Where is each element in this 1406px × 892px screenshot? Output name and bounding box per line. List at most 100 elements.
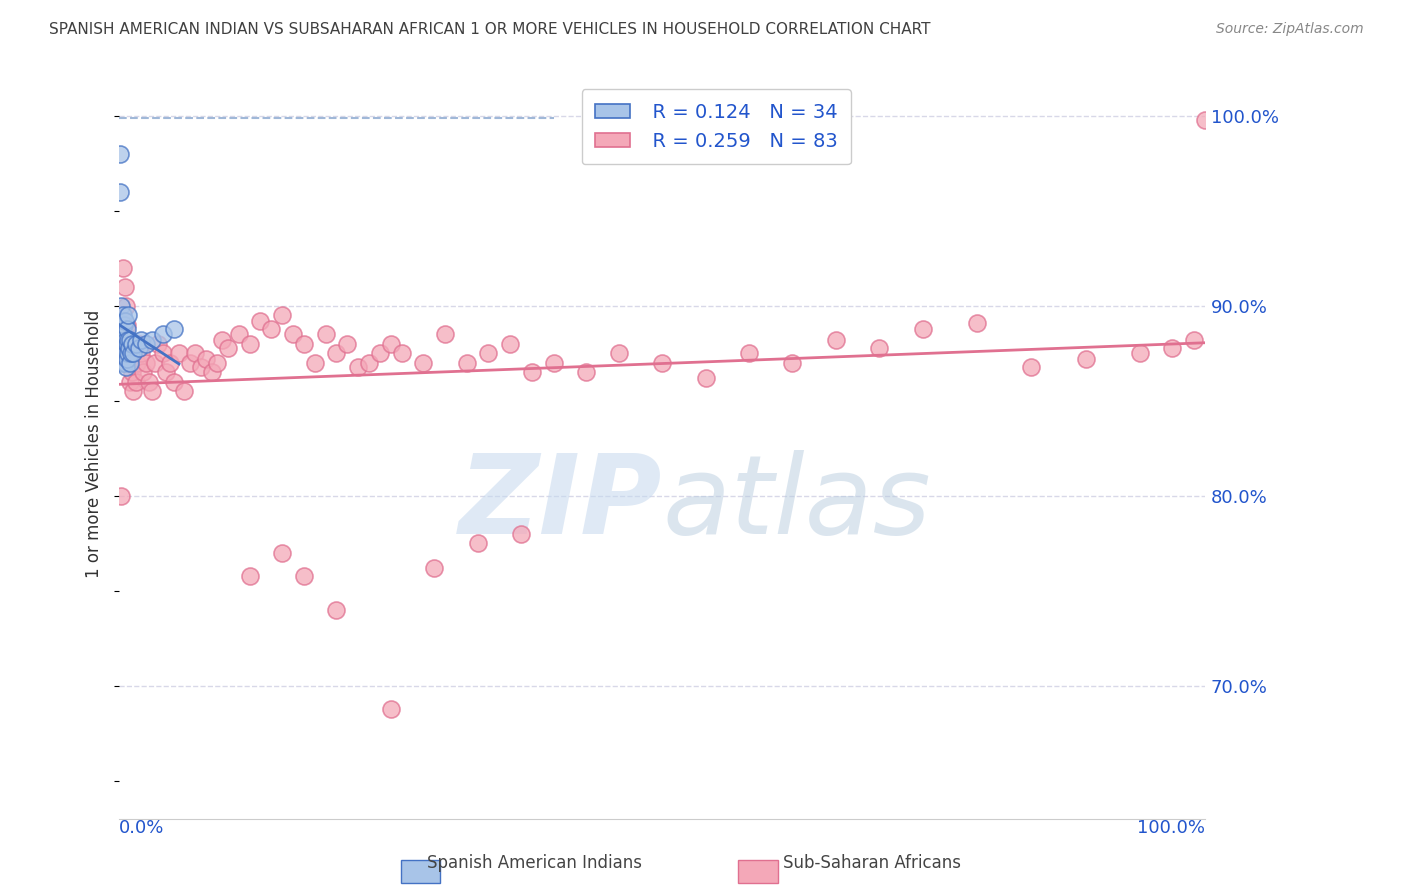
Point [120, 346, 142, 360]
Point [114, 280, 136, 294]
Point [121, 337, 143, 351]
Point [122, 384, 145, 399]
Point [110, 299, 132, 313]
Text: Source: ZipAtlas.com: Source: ZipAtlas.com [1216, 22, 1364, 37]
Point [200, 366, 222, 380]
Text: SPANISH AMERICAN INDIAN VS SUBSAHARAN AFRICAN 1 OR MORE VEHICLES IN HOUSEHOLD CO: SPANISH AMERICAN INDIAN VS SUBSAHARAN AF… [49, 22, 931, 37]
Point [1194, 112, 1216, 127]
Point [190, 359, 212, 374]
Point [114, 333, 136, 347]
Point [120, 346, 142, 360]
Point [121, 366, 143, 380]
Point [380, 701, 402, 715]
Point [117, 346, 139, 360]
Point [135, 337, 157, 351]
Point [238, 337, 260, 351]
Point [695, 371, 717, 385]
Point [112, 356, 135, 370]
Point [129, 346, 152, 360]
Point [433, 327, 456, 342]
Point [292, 337, 315, 351]
Point [118, 356, 141, 370]
Point [271, 309, 294, 323]
Point [1182, 333, 1205, 347]
Point [138, 375, 160, 389]
Point [456, 356, 478, 370]
Point [368, 346, 391, 360]
Point [167, 346, 190, 360]
Point [173, 384, 195, 399]
Point [1129, 346, 1152, 360]
Point [304, 356, 326, 370]
Point [325, 603, 347, 617]
Point [281, 327, 304, 342]
Point [179, 356, 201, 370]
Point [114, 359, 136, 374]
Point [132, 366, 155, 380]
Point [124, 375, 146, 389]
Point [412, 356, 434, 370]
Point [336, 337, 359, 351]
Text: atlas: atlas [662, 450, 931, 558]
Point [347, 359, 370, 374]
Point [477, 346, 499, 360]
Point [118, 341, 141, 355]
Point [238, 568, 260, 582]
Point [155, 366, 177, 380]
Text: 100.0%: 100.0% [1137, 819, 1205, 837]
Point [249, 314, 271, 328]
Point [115, 322, 138, 336]
Point [112, 346, 135, 360]
Point [260, 322, 283, 336]
Point [1074, 352, 1097, 367]
Point [510, 527, 533, 541]
Point [911, 322, 934, 336]
Point [148, 337, 170, 351]
Point [1161, 341, 1184, 355]
Point [380, 337, 402, 351]
Point [162, 322, 184, 336]
Text: Sub-Saharan Africans: Sub-Saharan Africans [783, 855, 960, 872]
Point [162, 375, 184, 389]
Point [128, 337, 150, 351]
Point [128, 341, 150, 355]
Point [357, 356, 380, 370]
Point [607, 346, 630, 360]
Point [184, 346, 207, 360]
Y-axis label: 1 or more Vehicles in Household: 1 or more Vehicles in Household [86, 310, 103, 578]
Point [111, 309, 134, 323]
Point [159, 356, 181, 370]
Point [143, 356, 166, 370]
Point [117, 333, 139, 347]
Point [111, 260, 134, 275]
Point [868, 341, 890, 355]
Legend:   R = 0.124   N = 34,   R = 0.259   N = 83: R = 0.124 N = 34, R = 0.259 N = 83 [582, 89, 851, 164]
Text: 0.0%: 0.0% [120, 819, 165, 837]
Point [115, 318, 138, 332]
Point [315, 327, 337, 342]
Point [1019, 359, 1042, 374]
Point [120, 333, 142, 347]
Point [117, 309, 139, 323]
Point [205, 356, 228, 370]
Text: ZIP: ZIP [458, 450, 662, 558]
Point [117, 337, 139, 351]
Point [129, 333, 152, 347]
Point [125, 356, 148, 370]
Point [966, 316, 988, 330]
Point [195, 352, 218, 367]
Point [467, 536, 489, 550]
Point [738, 346, 761, 360]
Point [325, 346, 347, 360]
Point [120, 375, 142, 389]
Point [111, 356, 134, 370]
Point [292, 568, 315, 582]
Point [520, 366, 543, 380]
Point [115, 352, 138, 367]
Point [114, 356, 136, 370]
Text: Spanish American Indians: Spanish American Indians [427, 855, 641, 872]
Point [120, 356, 142, 370]
Point [135, 356, 157, 370]
Point [152, 346, 174, 360]
Point [782, 356, 804, 370]
